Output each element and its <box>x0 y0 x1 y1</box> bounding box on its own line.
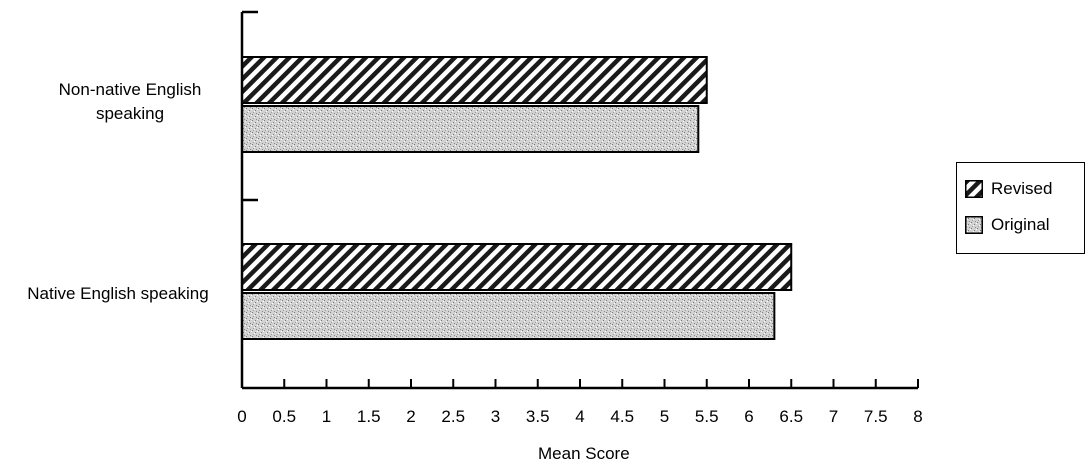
stipple-swatch-icon <box>965 216 983 234</box>
category-label-line: Native English speaking <box>27 284 209 303</box>
x-tick-label: 8 <box>913 407 922 426</box>
x-tick-label: 6 <box>744 407 753 426</box>
category-label-native: Native English speaking <box>0 282 236 306</box>
x-tick-label: 5.5 <box>695 407 719 426</box>
legend-item-original: Original <box>965 215 1050 235</box>
category-label-line: Non-native English <box>58 80 202 99</box>
x-tick-label: 3.5 <box>526 407 550 426</box>
x-tick-label: 2.5 <box>441 407 465 426</box>
bar-revised-1 <box>241 243 793 291</box>
legend-label-original: Original <box>991 215 1050 234</box>
x-tick-label: 0 <box>237 407 246 426</box>
category-label-non-native: Non-native English speaking <box>30 78 230 126</box>
x-tick-label: 4 <box>575 407 584 426</box>
x-tick-label: 1 <box>322 407 331 426</box>
x-tick-label: 3 <box>491 407 500 426</box>
bar-original-1 <box>241 292 776 340</box>
x-tick-label: 4.5 <box>610 407 634 426</box>
legend-label-revised: Revised <box>991 179 1053 198</box>
x-tick-label: 6.5 <box>779 407 803 426</box>
x-axis-title: Mean Score <box>538 444 630 463</box>
x-tick-label: 5 <box>660 407 669 426</box>
x-tick-label: 0.5 <box>272 407 296 426</box>
x-tick-label: 2 <box>406 407 415 426</box>
bar-revised-0 <box>241 56 708 104</box>
legend-item-revised: Revised <box>965 179 1052 199</box>
x-tick-label: 7 <box>829 407 838 426</box>
x-tick-label: 1.5 <box>357 407 381 426</box>
bar-original-0 <box>241 105 700 153</box>
legend: Revised Original <box>956 162 1085 254</box>
category-label-line: speaking <box>95 104 165 123</box>
hatch-swatch-icon <box>965 180 983 198</box>
x-tick-label: 7.5 <box>864 407 888 426</box>
